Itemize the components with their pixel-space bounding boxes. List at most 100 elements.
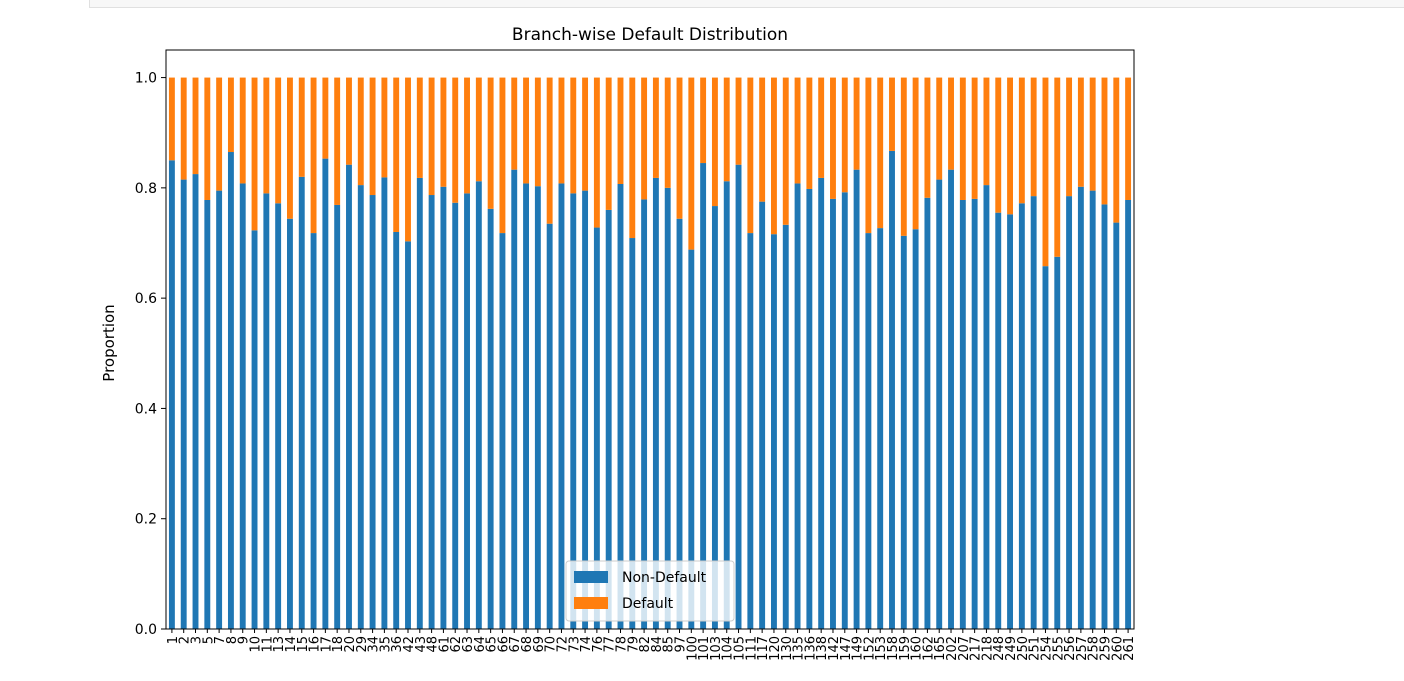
bar-default bbox=[841, 77, 848, 193]
bar-non-default bbox=[487, 208, 494, 629]
x-tick-label: 142 bbox=[827, 636, 842, 661]
x-tick-label: 5 bbox=[201, 636, 216, 644]
x-tick-label: 74 bbox=[579, 636, 594, 653]
bar-default bbox=[924, 77, 931, 198]
bars-group bbox=[168, 77, 1132, 630]
bar-non-default bbox=[641, 199, 648, 630]
x-tick-label: 78 bbox=[614, 636, 629, 653]
bar-default bbox=[759, 77, 766, 202]
x-tick-label: 17 bbox=[319, 636, 334, 653]
bar-non-default bbox=[735, 164, 742, 629]
x-tick-label: 70 bbox=[544, 636, 559, 653]
bar-non-default bbox=[298, 176, 305, 630]
bar-non-default bbox=[1054, 256, 1061, 629]
bar-default bbox=[275, 77, 282, 204]
notebook-cell-frame bbox=[89, 0, 1404, 8]
x-tick-label: 138 bbox=[815, 636, 830, 661]
bar-non-default bbox=[593, 227, 600, 629]
x-tick-label: 7 bbox=[213, 636, 228, 644]
bar-non-default bbox=[239, 183, 246, 629]
bar-default bbox=[1018, 77, 1025, 204]
x-tick-label: 34 bbox=[367, 636, 382, 653]
bar-default bbox=[405, 77, 411, 242]
bar-default bbox=[369, 77, 376, 196]
x-tick-label: 61 bbox=[437, 636, 452, 653]
bar-non-default bbox=[782, 224, 789, 629]
bar-non-default bbox=[168, 160, 175, 630]
bar-default bbox=[605, 77, 612, 210]
bar-default bbox=[971, 77, 978, 199]
y-axis: 0.0 0.2 0.4 0.6 0.8 1.0 bbox=[135, 71, 166, 638]
bar-default bbox=[747, 77, 754, 234]
x-tick-label: 62 bbox=[449, 636, 464, 653]
bar-default bbox=[936, 77, 943, 180]
bar-non-default bbox=[1030, 196, 1037, 629]
x-tick-label: 20 bbox=[343, 636, 358, 653]
bar-default bbox=[416, 77, 423, 178]
x-tick-label: 97 bbox=[674, 636, 689, 653]
bar-non-default bbox=[416, 177, 423, 629]
bar-non-default bbox=[865, 233, 872, 629]
bar-default bbox=[298, 77, 305, 177]
bar-default bbox=[959, 77, 966, 200]
bar-default bbox=[310, 77, 317, 234]
bar-default bbox=[1113, 77, 1120, 223]
x-tick-label: 13 bbox=[272, 636, 287, 653]
bar-default bbox=[711, 77, 718, 207]
bar-non-default bbox=[853, 169, 860, 629]
bar-default bbox=[322, 77, 329, 159]
x-tick-label: 18 bbox=[331, 636, 346, 653]
bar-non-default bbox=[322, 158, 329, 630]
x-tick-label: 29 bbox=[355, 636, 370, 653]
legend-label: Non-Default bbox=[622, 570, 707, 586]
y-tick-label: 0.4 bbox=[135, 401, 157, 417]
bar-default bbox=[475, 77, 482, 182]
bar-default bbox=[452, 77, 459, 203]
bar-non-default bbox=[393, 231, 400, 629]
x-tick-label: 120 bbox=[768, 636, 783, 661]
x-tick-label: 11 bbox=[260, 636, 275, 653]
bar-non-default bbox=[334, 204, 341, 630]
x-tick-label: 48 bbox=[426, 636, 441, 653]
bar-non-default bbox=[511, 169, 518, 629]
bar-non-default bbox=[794, 183, 801, 629]
chart-title: Branch-wise Default Distribution bbox=[512, 25, 788, 45]
bar-default bbox=[676, 77, 683, 219]
x-tick-label: 259 bbox=[1098, 636, 1113, 661]
bar-non-default bbox=[263, 193, 270, 629]
bar-default bbox=[617, 77, 624, 184]
bar-default bbox=[168, 77, 175, 161]
x-tick-label: 153 bbox=[874, 636, 889, 661]
bar-non-default bbox=[1007, 214, 1013, 629]
bar-default bbox=[983, 77, 990, 186]
x-tick-label: 73 bbox=[567, 636, 582, 653]
bar-default bbox=[227, 77, 234, 153]
bar-non-default bbox=[912, 229, 919, 629]
bar-default bbox=[546, 77, 553, 224]
y-axis-label: Proportion bbox=[100, 304, 118, 381]
plot-area-frame bbox=[165, 49, 1135, 630]
x-tick-label: 69 bbox=[532, 636, 547, 653]
y-tick-label: 0.8 bbox=[135, 181, 157, 197]
bar-default bbox=[700, 77, 707, 164]
bar-default bbox=[948, 77, 954, 170]
bar-default bbox=[180, 77, 187, 180]
bar-non-default bbox=[983, 185, 990, 629]
bar-non-default bbox=[995, 212, 1002, 629]
bar-non-default bbox=[806, 188, 813, 629]
x-tick-label: 79 bbox=[626, 636, 641, 653]
x-tick-label: 82 bbox=[638, 636, 653, 653]
x-tick-label: 65 bbox=[485, 636, 500, 653]
bar-non-default bbox=[676, 218, 683, 630]
bar-non-default bbox=[700, 163, 707, 630]
bar-non-default bbox=[275, 203, 282, 629]
bar-default bbox=[570, 77, 577, 194]
bar-non-default bbox=[546, 223, 553, 629]
x-tick-label: 256 bbox=[1063, 636, 1078, 661]
x-axis: 1235789101113141516171820293435364243486… bbox=[166, 629, 1137, 661]
bar-non-default bbox=[381, 177, 388, 629]
bar-default bbox=[287, 77, 293, 219]
x-tick-label: 147 bbox=[839, 636, 854, 661]
bar-non-default bbox=[582, 190, 589, 629]
